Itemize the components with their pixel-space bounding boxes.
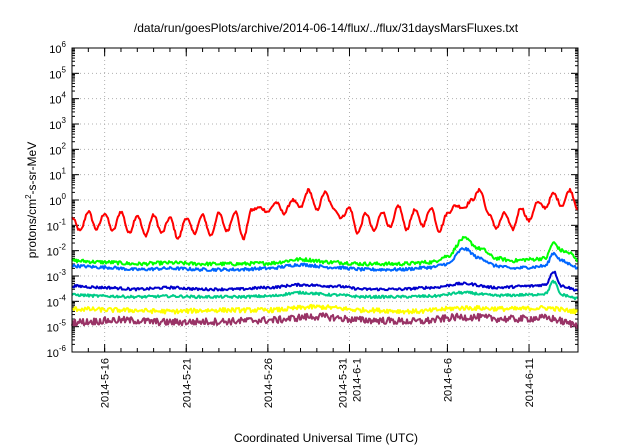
y-tick-label: 10-1 <box>47 217 67 233</box>
y-tick-label: 10-5 <box>47 319 67 335</box>
x-tick-label: 2014-6-11 <box>524 358 536 407</box>
series-group <box>71 187 579 329</box>
y-tick-label: 104 <box>49 91 66 107</box>
series-line-3 <box>71 246 579 272</box>
y-tick-label: 106 <box>49 40 66 56</box>
x-tick-labels: 2014-5-16 2014-5-21 2014-5-26 2014-5-31 2014… <box>100 358 536 408</box>
series-line-7 <box>71 312 578 329</box>
series-line-6 <box>71 303 579 315</box>
y-tick-label: 103 <box>49 116 66 132</box>
y-tick-label: 102 <box>49 141 66 157</box>
grid <box>72 48 578 352</box>
x-axis-label: Coordinated Universal Time (UTC) <box>234 431 418 445</box>
y-tick-label: 10-2 <box>47 243 67 259</box>
series-line-2 <box>71 235 579 267</box>
series-line-1 <box>71 187 579 241</box>
x-tick-label: 2014-6-1 <box>351 358 363 402</box>
y-axis-label-main: protons/cm <box>25 199 39 258</box>
y-tick-label: 100 <box>49 192 66 208</box>
y-axis-label-units: -s-sr-MeV <box>25 142 39 195</box>
series-line-5 <box>71 279 579 301</box>
y-tick-label: 10-3 <box>47 268 67 284</box>
x-tick-label: 2014-5-31 <box>337 358 349 408</box>
series-line-4 <box>71 270 579 292</box>
chart-title: /data/run/goesPlots/archive/2014-06-14/f… <box>134 21 519 35</box>
y-tick-label: 105 <box>49 65 66 81</box>
y-tick-labels: 10-6 10-5 10-4 10-3 10-2 10-1 100 101 102 103 104 1… <box>47 40 67 360</box>
y-axis-label: protons/cm2-s-sr-MeV <box>24 142 39 258</box>
x-tick-label: 2014-5-16 <box>100 358 112 408</box>
y-axis-label-superscript: 2 <box>24 194 33 199</box>
y-tick-label: 10-4 <box>47 293 67 309</box>
y-tick-label: 101 <box>49 167 66 183</box>
x-tick-label: 2014-5-21 <box>181 358 193 408</box>
x-tick-label: 2014-5-26 <box>263 358 275 408</box>
plot-frame <box>71 47 579 353</box>
x-tick-label: 2014-6-6 <box>442 358 454 402</box>
y-tick-label: 10-6 <box>47 344 67 360</box>
